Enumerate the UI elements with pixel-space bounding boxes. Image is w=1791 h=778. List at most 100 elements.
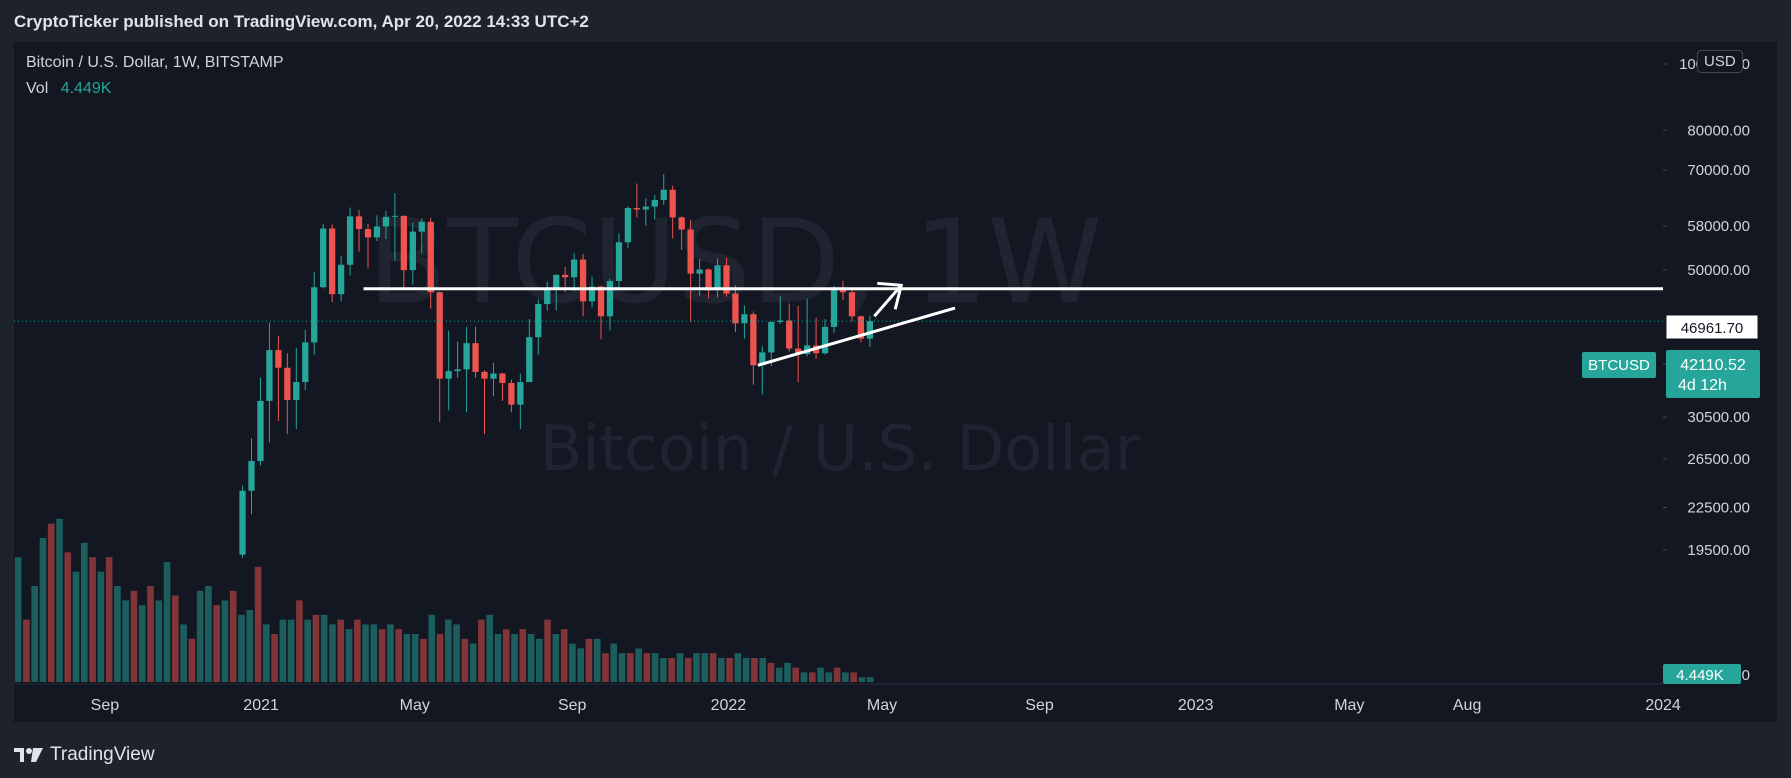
volume-label-box	[1663, 664, 1741, 684]
candle-body	[866, 321, 874, 339]
candle-body	[651, 199, 658, 207]
candle-body	[669, 189, 676, 218]
symbol-label: BTCUSD	[1588, 357, 1650, 374]
candle	[714, 258, 721, 298]
candle-body	[337, 264, 345, 295]
candle-body	[427, 221, 434, 293]
volume-bar	[436, 634, 444, 682]
volume-bar	[701, 653, 709, 682]
axis-markers: 46961.70 BTCUSD 42110.52 4d 12h 4.449K	[1582, 314, 1760, 684]
volume-bar	[808, 672, 816, 682]
volume-bar	[709, 653, 717, 682]
candle	[373, 215, 381, 242]
volume-bar	[420, 638, 427, 682]
candle	[517, 373, 524, 429]
candle	[633, 183, 640, 218]
volume-bar	[97, 571, 105, 682]
candle-body	[329, 228, 336, 295]
candle-body	[248, 461, 255, 491]
candle-body	[266, 350, 273, 401]
volume-bar	[569, 643, 576, 682]
volume-bar	[643, 653, 651, 682]
candle-body	[606, 280, 614, 317]
volume-bar	[370, 624, 378, 682]
volume-bar	[89, 557, 96, 682]
volume-bar	[238, 614, 245, 682]
candle-body	[759, 352, 766, 366]
time-axis[interactable]: Sep 2021 May Sep 2022 May Sep 2023 May Aug 2024	[14, 683, 1681, 714]
volume-bar	[478, 619, 485, 682]
volume-bar	[403, 634, 411, 682]
candle	[302, 329, 309, 391]
volume-bars	[14, 518, 874, 682]
volume-bar	[676, 653, 684, 682]
trend-line-drawing[interactable]	[757, 306, 956, 367]
candle	[848, 288, 856, 322]
volume-bar	[486, 614, 493, 682]
candle-body	[445, 371, 452, 379]
candle	[669, 185, 676, 239]
volume-bar	[411, 634, 419, 682]
volume-bar	[337, 619, 345, 682]
currency-button[interactable]: USD	[1697, 50, 1743, 73]
volume-bar	[64, 552, 72, 682]
candle	[436, 291, 443, 422]
volume-bar	[618, 653, 626, 682]
candle	[678, 216, 685, 250]
time-tick-label: 2023	[1178, 697, 1214, 714]
volume-bar	[155, 600, 163, 682]
candle	[857, 315, 865, 343]
volume-bar	[196, 590, 204, 682]
volume-bar	[445, 619, 452, 682]
volume-bar	[593, 638, 601, 682]
volume-bar	[552, 634, 560, 682]
tradingview-brand: TradingView	[50, 744, 155, 765]
volume-bar	[213, 605, 220, 682]
volume-bar	[585, 638, 593, 682]
line-price-label-box	[1665, 314, 1759, 340]
candle-body	[714, 265, 721, 291]
candle-body	[481, 371, 488, 379]
candle	[499, 372, 506, 401]
candle-body	[293, 382, 300, 400]
candle-body	[696, 269, 703, 274]
candle	[472, 326, 479, 378]
volume-bar	[767, 662, 775, 682]
volume-bar	[130, 590, 138, 682]
candle-body	[777, 320, 784, 322]
volume-bar	[726, 658, 733, 682]
volume-bar	[304, 619, 311, 682]
arrow-drawing[interactable]	[873, 281, 904, 318]
time-tick-label: 2022	[711, 697, 747, 714]
candle	[346, 207, 354, 276]
volume-bar	[329, 624, 336, 682]
candle	[463, 326, 470, 413]
time-tick-label: Sep	[91, 697, 120, 714]
volume-bar	[221, 600, 229, 682]
volume-bar	[461, 638, 469, 682]
volume-bar	[81, 542, 88, 682]
volume-bar	[14, 557, 22, 682]
candle	[355, 209, 363, 252]
candle	[508, 379, 515, 413]
volume-bar	[354, 619, 361, 682]
candle-body	[454, 369, 461, 372]
candle-body	[302, 342, 309, 383]
candle-body	[463, 343, 470, 370]
volume-bar	[527, 634, 535, 682]
volume-bar	[345, 629, 353, 682]
volume-bar	[742, 658, 750, 682]
candle-body	[660, 189, 667, 200]
volume-bar	[668, 658, 675, 682]
candle-body	[830, 289, 838, 327]
candle-body	[732, 293, 739, 324]
volume-bar	[271, 634, 278, 682]
line-price-label: 46961.70	[1681, 320, 1744, 337]
candle-body	[839, 289, 847, 293]
volume-bar	[188, 638, 196, 682]
time-tick-label: Sep	[1025, 697, 1054, 714]
candle	[777, 296, 784, 325]
candle-body	[391, 215, 399, 217]
candle	[239, 485, 246, 558]
